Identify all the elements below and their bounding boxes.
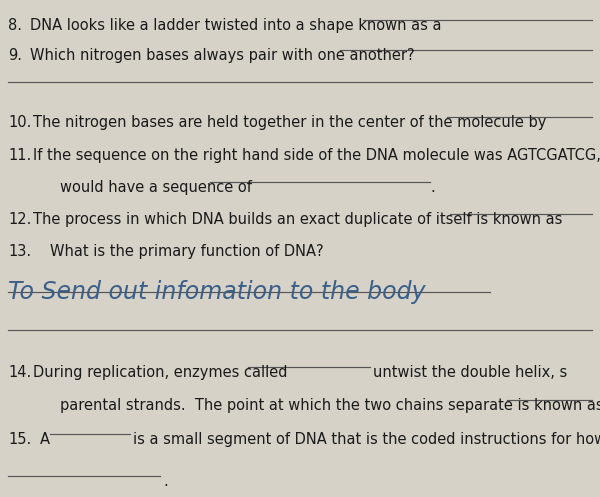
Text: 9.: 9. bbox=[8, 48, 22, 63]
Text: 12.: 12. bbox=[8, 212, 31, 227]
Text: To Send out infomation to the body: To Send out infomation to the body bbox=[8, 280, 425, 304]
Text: DNA looks like a ladder twisted into a shape known as a: DNA looks like a ladder twisted into a s… bbox=[30, 18, 442, 33]
Text: 13.: 13. bbox=[8, 244, 31, 259]
Text: 10.: 10. bbox=[8, 115, 31, 130]
Text: is a small segment of DNA that is the coded instructions for how: is a small segment of DNA that is the co… bbox=[133, 432, 600, 447]
Text: During replication, enzymes called: During replication, enzymes called bbox=[33, 365, 287, 380]
Text: parental strands.  The point at which the two chains separate is known as the: parental strands. The point at which the… bbox=[60, 398, 600, 413]
Text: Which nitrogen bases always pair with one another?: Which nitrogen bases always pair with on… bbox=[30, 48, 415, 63]
Text: The process in which DNA builds an exact duplicate of itself is known as: The process in which DNA builds an exact… bbox=[33, 212, 562, 227]
Text: 14.: 14. bbox=[8, 365, 31, 380]
Text: The nitrogen bases are held together in the center of the molecule by: The nitrogen bases are held together in … bbox=[33, 115, 547, 130]
Text: would have a sequence of: would have a sequence of bbox=[60, 180, 252, 195]
Text: 11.: 11. bbox=[8, 148, 31, 163]
Text: .: . bbox=[163, 474, 168, 489]
Text: 8.: 8. bbox=[8, 18, 22, 33]
Text: If the sequence on the right hand side of the DNA molecule was AGTCGATCG, the co: If the sequence on the right hand side o… bbox=[33, 148, 600, 163]
Text: .: . bbox=[430, 180, 435, 195]
Text: A: A bbox=[40, 432, 50, 447]
Text: What is the primary function of DNA?: What is the primary function of DNA? bbox=[50, 244, 323, 259]
Text: untwist the double helix, s: untwist the double helix, s bbox=[373, 365, 567, 380]
Text: 15.: 15. bbox=[8, 432, 31, 447]
